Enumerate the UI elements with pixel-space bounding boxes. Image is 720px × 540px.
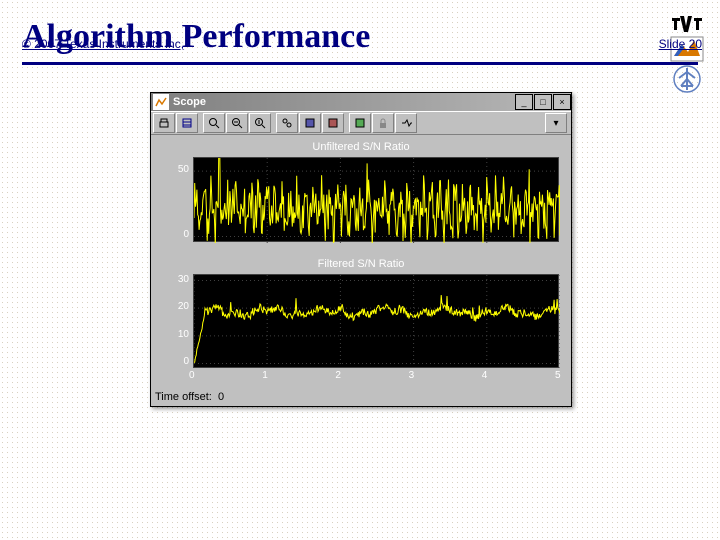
params-icon[interactable] [176,113,198,133]
plot-svg [194,158,560,243]
plot1-box [193,157,559,242]
toolbar: ▾ [151,111,571,135]
plot-svg [194,275,560,369]
ytick-label: 0 [183,229,189,240]
close-button[interactable]: × [553,94,571,110]
print-icon[interactable] [153,113,175,133]
restore-config-icon[interactable] [322,113,344,133]
copyright-footer: © 2007 Texas Instruments Inc, [22,37,184,51]
window-title: Scope [173,96,206,108]
signal-select-icon[interactable] [395,113,417,133]
zoom-in-icon[interactable] [203,113,225,133]
xtick-label: 5 [555,370,561,381]
ytick-label: 30 [178,274,189,285]
ytick-label: 50 [178,164,189,175]
chart-unfiltered: Unfiltered S/N Ratio 0 50 [157,139,565,254]
xtick-label: 2 [335,370,341,381]
floating-icon[interactable] [349,113,371,133]
plot-area: Unfiltered S/N Ratio 050 Filtered S/N Ra… [151,135,571,388]
ytick-label: 10 [178,329,189,340]
chart1-title: Unfiltered S/N Ratio [157,139,565,155]
technion-logo-icon [672,64,702,94]
xtick-label: 3 [409,370,415,381]
autoscale-icon[interactable] [276,113,298,133]
time-offset-label: Time offset: 0 [151,388,571,406]
xtick-label: 0 [189,370,195,381]
plot2-box [193,274,559,368]
save-config-icon[interactable] [299,113,321,133]
chart-filtered: Filtered S/N Ratio 0 10 20 30 0 1 2 3 4 5 [157,256,565,384]
ytick-label: 0 [183,356,189,367]
logo-group [670,12,704,94]
window-titlebar: Scope _ □ × [151,93,571,111]
lock-icon[interactable] [372,113,394,133]
xtick-label: 4 [482,370,488,381]
scope-window: Scope _ □ × ▾ Unfiltered S/N Ratio 050 F… [150,92,572,407]
zoom-y-icon[interactable] [249,113,271,133]
slide-number: Slide 20 [659,37,702,51]
zoom-x-icon[interactable] [226,113,248,133]
title-rule [22,62,698,65]
minimize-button[interactable]: _ [515,94,533,110]
xtick-label: 1 [262,370,268,381]
chart2-title: Filtered S/N Ratio [157,256,565,272]
dropdown-icon[interactable]: ▾ [545,113,567,133]
ytick-label: 20 [178,301,189,312]
app-icon [153,94,169,110]
maximize-button[interactable]: □ [534,94,552,110]
ti-logo-icon [670,12,704,34]
